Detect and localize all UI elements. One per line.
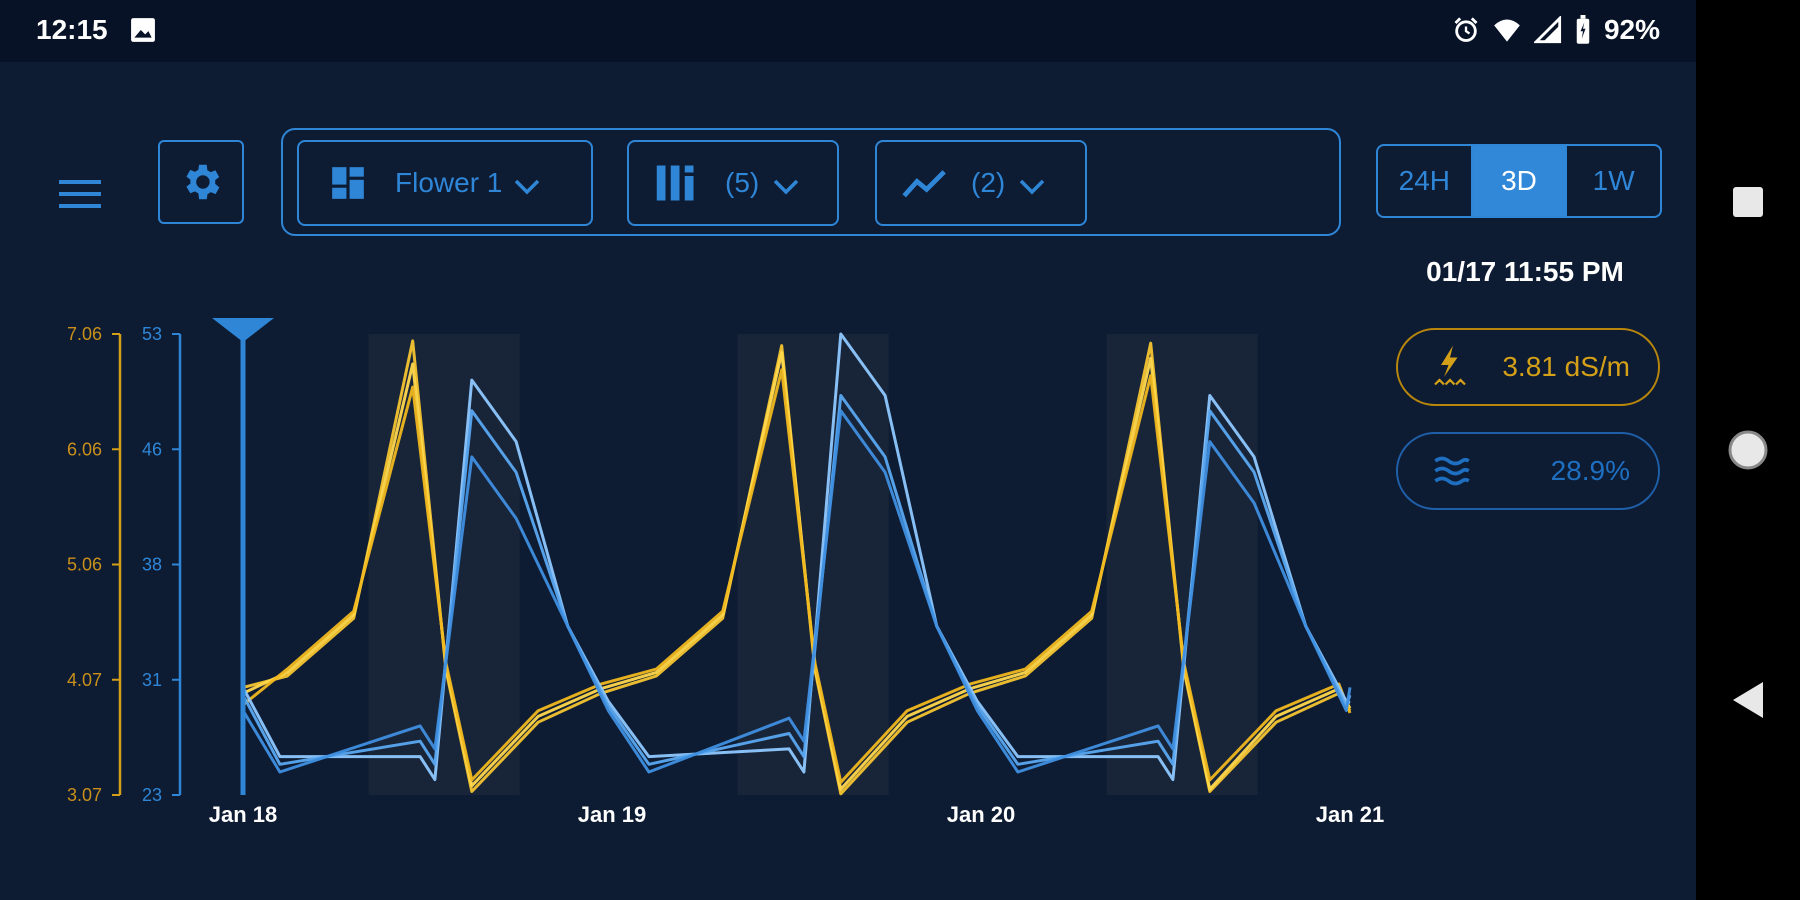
back-button[interactable]: [1696, 660, 1800, 740]
square-icon: [1733, 187, 1763, 217]
back-triangle-icon: [1733, 682, 1763, 718]
bolt-icon: [1434, 345, 1466, 386]
x-axis-label: Jan 19: [578, 802, 647, 827]
moisture-value: 28.9%: [1550, 455, 1630, 486]
ec-axis-label: 4.07: [67, 670, 102, 690]
moisture-axis-label: 46: [142, 439, 162, 459]
cursor-datetime: 01/17 11:55 PM: [1426, 256, 1624, 287]
room-label: Flower 1: [395, 167, 503, 198]
ec-axis-label: 3.07: [67, 785, 102, 805]
light-period-band: [737, 334, 889, 795]
metrics-count: (2): [971, 167, 1006, 198]
wifi-icon: [1494, 19, 1520, 42]
columns-icon: [656, 165, 694, 201]
metrics-selector[interactable]: (2): [875, 140, 1087, 226]
menu-button[interactable]: [50, 166, 110, 222]
battery-percent: 92%: [1603, 14, 1660, 45]
selector-bar: Flower 1 (5) (2): [281, 128, 1341, 236]
status-bar: 12:15 92%: [0, 0, 1696, 62]
circle-icon: [1728, 430, 1768, 470]
range-1w-button[interactable]: 1W: [1592, 165, 1635, 196]
ec-axis-label: 5.06: [67, 555, 102, 575]
room-selector[interactable]: Flower 1: [297, 140, 593, 226]
ec-reading[interactable]: 3.81 dS/m: [1396, 328, 1660, 406]
status-icons: 92%: [1452, 14, 1660, 46]
chevron-down-icon: [773, 179, 799, 195]
range-3d-button[interactable]: 3D: [1472, 146, 1568, 216]
sensors-selector[interactable]: (5): [627, 140, 839, 226]
chevron-down-icon: [1019, 179, 1045, 195]
app-content: Flower 1 (5) (2) 24H 3D 1W 01/17 11:55 P…: [0, 62, 1696, 900]
trend-icon: [902, 170, 946, 198]
x-axis-label: Jan 18: [209, 802, 278, 827]
cursor-handle-icon: [212, 318, 274, 342]
image-icon: [131, 18, 155, 42]
ec-value: 3.81 dS/m: [1502, 351, 1630, 382]
light-period-band: [368, 334, 520, 795]
moisture-axis-label: 53: [142, 324, 162, 344]
ec-axis-label: 7.06: [67, 324, 102, 344]
alarm-icon: [1454, 17, 1478, 42]
range-24h-button[interactable]: 24H: [1378, 146, 1473, 216]
navigation-bar: [1696, 0, 1800, 900]
light-period-band: [1106, 334, 1258, 795]
home-button[interactable]: [1696, 410, 1800, 490]
moisture-axis-label: 31: [142, 670, 162, 690]
status-time: 12:15: [36, 14, 108, 45]
signal-icon: [1533, 16, 1562, 44]
moisture-series-line: [241, 409, 1352, 774]
time-range-toggle: 24H 3D 1W: [1376, 144, 1662, 218]
recents-button[interactable]: [1696, 162, 1800, 242]
x-axis-label: Jan 20: [947, 802, 1016, 827]
settings-button[interactable]: [158, 140, 244, 224]
moisture-series-line: [241, 332, 1351, 782]
moisture-series-line: [241, 394, 1352, 766]
ec-axis-label: 6.06: [67, 439, 102, 459]
x-axis-label: Jan 21: [1316, 802, 1385, 827]
dashboard-icon: [332, 167, 364, 199]
chevron-down-icon: [515, 179, 540, 195]
moisture-axis-label: 38: [142, 555, 162, 575]
ec-series-line: [242, 368, 1352, 784]
menu-icon: [59, 180, 101, 208]
gear-icon: [186, 164, 220, 200]
moisture-axis-label: 23: [142, 785, 162, 805]
water-icon: [1434, 456, 1470, 486]
battery-icon: [1576, 15, 1590, 44]
moisture-reading[interactable]: 28.9%: [1396, 432, 1660, 510]
sensors-count: (5): [725, 167, 760, 198]
